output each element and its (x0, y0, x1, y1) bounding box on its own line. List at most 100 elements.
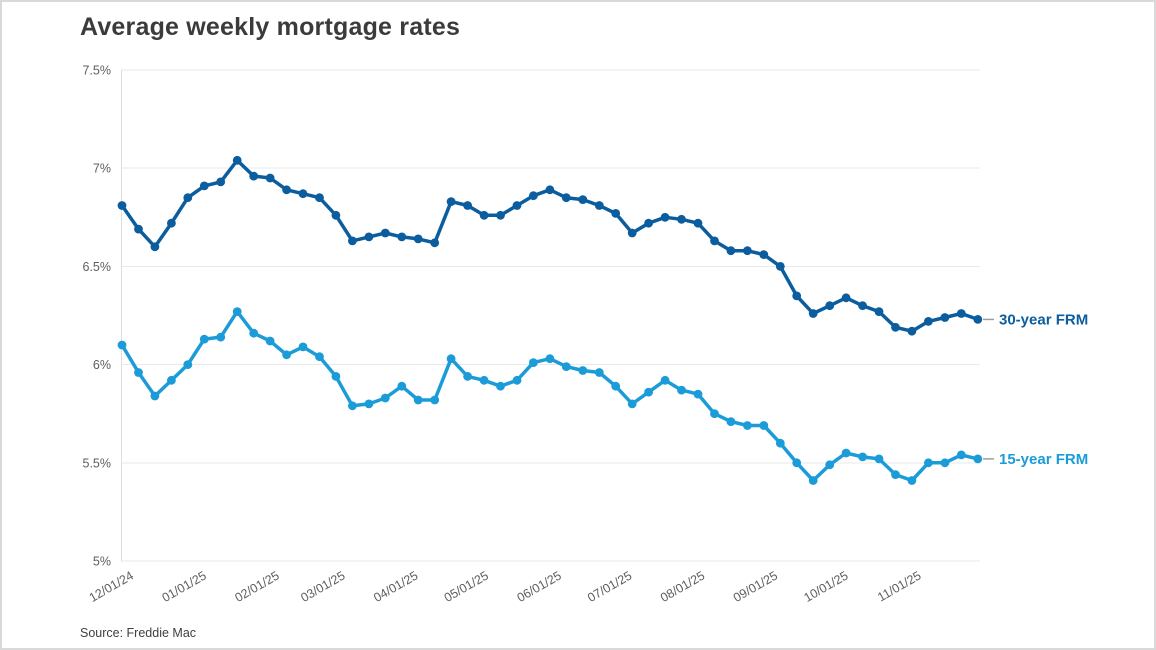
data-point-30-year-frm[interactable] (858, 301, 867, 311)
data-point-15-year-frm[interactable] (380, 393, 390, 403)
data-point-30-year-frm[interactable] (561, 193, 571, 203)
data-point-30-year-frm[interactable] (512, 201, 522, 210)
data-point-30-year-frm[interactable] (380, 228, 390, 238)
data-point-15-year-frm[interactable] (134, 368, 143, 377)
data-point-30-year-frm[interactable] (265, 173, 275, 183)
data-point-15-year-frm[interactable] (594, 368, 604, 377)
data-point-15-year-frm[interactable] (463, 372, 472, 381)
data-point-30-year-frm[interactable] (298, 189, 308, 199)
data-point-15-year-frm[interactable] (825, 460, 835, 470)
data-point-15-year-frm[interactable] (611, 381, 621, 391)
data-point-15-year-frm[interactable] (183, 360, 193, 369)
data-point-15-year-frm[interactable] (775, 438, 785, 448)
data-point-30-year-frm[interactable] (315, 193, 324, 203)
data-point-15-year-frm[interactable] (331, 372, 341, 381)
data-point-30-year-frm[interactable] (232, 155, 242, 165)
data-point-30-year-frm[interactable] (199, 181, 209, 191)
data-point-30-year-frm[interactable] (940, 313, 950, 322)
data-point-30-year-frm[interactable] (973, 315, 983, 324)
data-point-15-year-frm[interactable] (759, 421, 769, 430)
data-point-30-year-frm[interactable] (874, 307, 884, 316)
data-point-30-year-frm[interactable] (611, 209, 621, 218)
data-point-15-year-frm[interactable] (282, 350, 291, 360)
data-point-15-year-frm[interactable] (907, 476, 917, 485)
data-point-30-year-frm[interactable] (907, 326, 917, 336)
data-point-30-year-frm[interactable] (594, 201, 604, 210)
data-point-15-year-frm[interactable] (315, 352, 324, 362)
data-point-15-year-frm[interactable] (479, 375, 489, 385)
data-point-15-year-frm[interactable] (167, 375, 176, 385)
data-point-30-year-frm[interactable] (891, 322, 900, 332)
data-point-30-year-frm[interactable] (759, 250, 769, 259)
data-point-15-year-frm[interactable] (150, 391, 160, 401)
data-point-30-year-frm[interactable] (430, 238, 440, 248)
data-point-15-year-frm[interactable] (644, 387, 653, 397)
data-point-30-year-frm[interactable] (545, 185, 555, 195)
data-point-15-year-frm[interactable] (529, 358, 538, 367)
data-point-15-year-frm[interactable] (413, 395, 423, 405)
data-point-15-year-frm[interactable] (743, 421, 752, 430)
data-point-15-year-frm[interactable] (216, 332, 226, 342)
data-point-30-year-frm[interactable] (117, 201, 127, 210)
data-point-15-year-frm[interactable] (973, 454, 983, 464)
data-point-15-year-frm[interactable] (891, 470, 900, 479)
data-point-15-year-frm[interactable] (858, 452, 867, 462)
data-point-30-year-frm[interactable] (282, 185, 291, 195)
data-point-30-year-frm[interactable] (660, 212, 670, 222)
data-point-30-year-frm[interactable] (348, 236, 357, 246)
data-point-30-year-frm[interactable] (183, 193, 193, 203)
data-point-30-year-frm[interactable] (216, 177, 226, 187)
data-point-15-year-frm[interactable] (446, 354, 456, 364)
data-point-15-year-frm[interactable] (677, 385, 686, 395)
data-point-30-year-frm[interactable] (446, 197, 456, 207)
data-point-30-year-frm[interactable] (529, 191, 538, 201)
data-point-30-year-frm[interactable] (644, 218, 653, 228)
data-point-15-year-frm[interactable] (578, 366, 588, 375)
data-point-30-year-frm[interactable] (627, 228, 637, 238)
data-point-15-year-frm[interactable] (545, 354, 555, 364)
data-point-30-year-frm[interactable] (463, 201, 472, 210)
data-point-30-year-frm[interactable] (710, 236, 719, 246)
data-point-30-year-frm[interactable] (150, 242, 160, 252)
data-point-15-year-frm[interactable] (265, 336, 275, 346)
data-point-15-year-frm[interactable] (792, 458, 802, 468)
data-point-15-year-frm[interactable] (841, 448, 851, 458)
data-point-30-year-frm[interactable] (364, 232, 374, 242)
data-point-30-year-frm[interactable] (924, 317, 933, 326)
data-point-15-year-frm[interactable] (364, 399, 374, 409)
data-point-30-year-frm[interactable] (331, 210, 341, 220)
data-point-15-year-frm[interactable] (199, 334, 209, 344)
data-point-30-year-frm[interactable] (825, 301, 835, 311)
data-point-15-year-frm[interactable] (397, 381, 407, 391)
data-point-15-year-frm[interactable] (924, 458, 933, 468)
data-point-30-year-frm[interactable] (413, 234, 423, 244)
data-point-15-year-frm[interactable] (561, 362, 571, 371)
data-point-30-year-frm[interactable] (841, 293, 851, 303)
data-point-15-year-frm[interactable] (956, 450, 966, 460)
data-point-30-year-frm[interactable] (167, 218, 176, 228)
data-point-15-year-frm[interactable] (249, 328, 259, 338)
data-point-15-year-frm[interactable] (808, 476, 818, 485)
data-point-30-year-frm[interactable] (693, 218, 703, 228)
data-point-30-year-frm[interactable] (249, 171, 259, 181)
data-point-30-year-frm[interactable] (743, 246, 752, 256)
data-point-30-year-frm[interactable] (134, 224, 143, 234)
data-point-30-year-frm[interactable] (677, 214, 686, 224)
data-point-15-year-frm[interactable] (298, 342, 308, 352)
data-point-15-year-frm[interactable] (430, 395, 440, 405)
data-point-30-year-frm[interactable] (726, 246, 736, 256)
data-point-30-year-frm[interactable] (956, 309, 966, 318)
data-point-30-year-frm[interactable] (578, 195, 588, 205)
data-point-30-year-frm[interactable] (397, 232, 407, 242)
data-point-15-year-frm[interactable] (117, 340, 127, 350)
data-point-15-year-frm[interactable] (627, 399, 637, 409)
data-point-30-year-frm[interactable] (479, 210, 489, 220)
data-point-15-year-frm[interactable] (348, 401, 357, 411)
data-point-30-year-frm[interactable] (808, 309, 818, 318)
data-point-15-year-frm[interactable] (693, 389, 703, 399)
data-point-15-year-frm[interactable] (232, 307, 242, 316)
data-point-15-year-frm[interactable] (710, 409, 719, 419)
data-point-15-year-frm[interactable] (496, 381, 505, 391)
data-point-15-year-frm[interactable] (512, 375, 522, 385)
data-point-15-year-frm[interactable] (726, 417, 736, 426)
